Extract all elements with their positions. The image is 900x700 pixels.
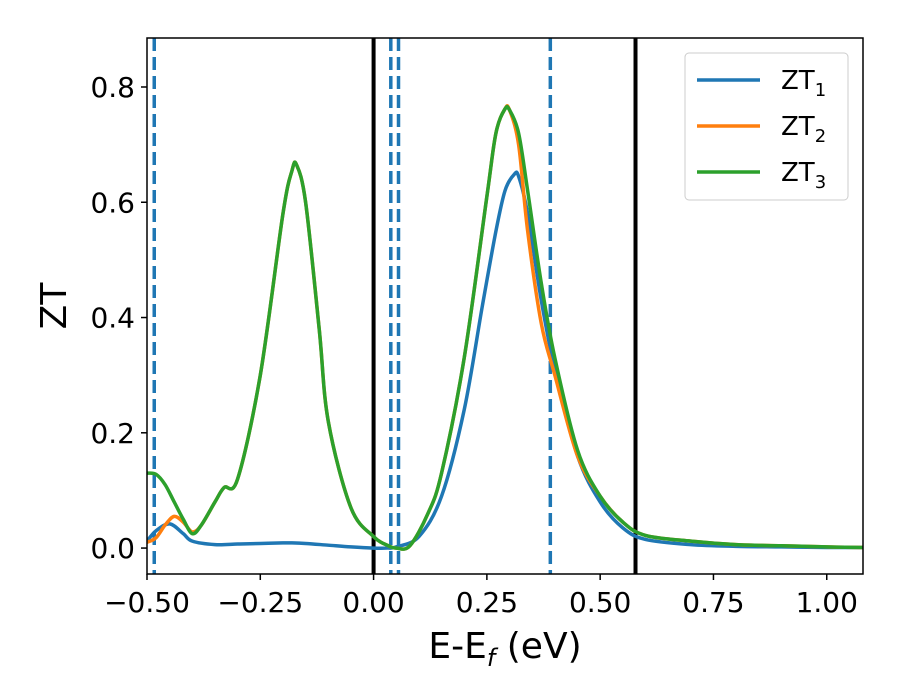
y-tick-label: 0.2 bbox=[90, 417, 135, 450]
series-line-3 bbox=[147, 104, 863, 551]
x-tick-label: 0.75 bbox=[682, 586, 744, 619]
x-tick-label: −0.50 bbox=[104, 586, 190, 619]
y-axis-ticks: 0.0 0.2 0.4 0.6 0.8 bbox=[90, 71, 147, 565]
vertical-lines bbox=[152, 38, 638, 574]
x-tick-label: 0.00 bbox=[342, 586, 404, 619]
x-axis-label-unit: (eV) bbox=[495, 626, 581, 667]
legend-label-2: ZT2 bbox=[781, 112, 826, 147]
x-axis-ticks: −0.50 −0.25 0.00 0.25 0.50 0.75 1.00 bbox=[104, 574, 858, 619]
y-axis-label: ZT bbox=[34, 282, 75, 330]
plot-area-frame bbox=[146, 37, 864, 575]
y-tick-label: 0.4 bbox=[90, 302, 135, 335]
x-tick-label: 0.25 bbox=[456, 586, 518, 619]
x-axis-label: E-Ef (eV) bbox=[428, 626, 581, 672]
y-tick-label: 0.6 bbox=[90, 186, 135, 219]
x-axis-label-main: E-E bbox=[428, 626, 486, 667]
legend-label-1: ZT1 bbox=[781, 66, 826, 101]
legend-box bbox=[684, 52, 849, 201]
series-lines bbox=[147, 104, 863, 551]
x-tick-label: −0.25 bbox=[217, 586, 303, 619]
legend-label-3: ZT3 bbox=[781, 158, 826, 193]
y-tick-label: 0.0 bbox=[90, 532, 135, 565]
x-tick-label: 1.00 bbox=[796, 586, 858, 619]
legend: ZT1 ZT2 ZT3 bbox=[684, 52, 849, 201]
y-tick-label: 0.8 bbox=[90, 71, 135, 104]
series-line-1 bbox=[147, 170, 863, 550]
x-tick-label: 0.50 bbox=[569, 586, 631, 619]
